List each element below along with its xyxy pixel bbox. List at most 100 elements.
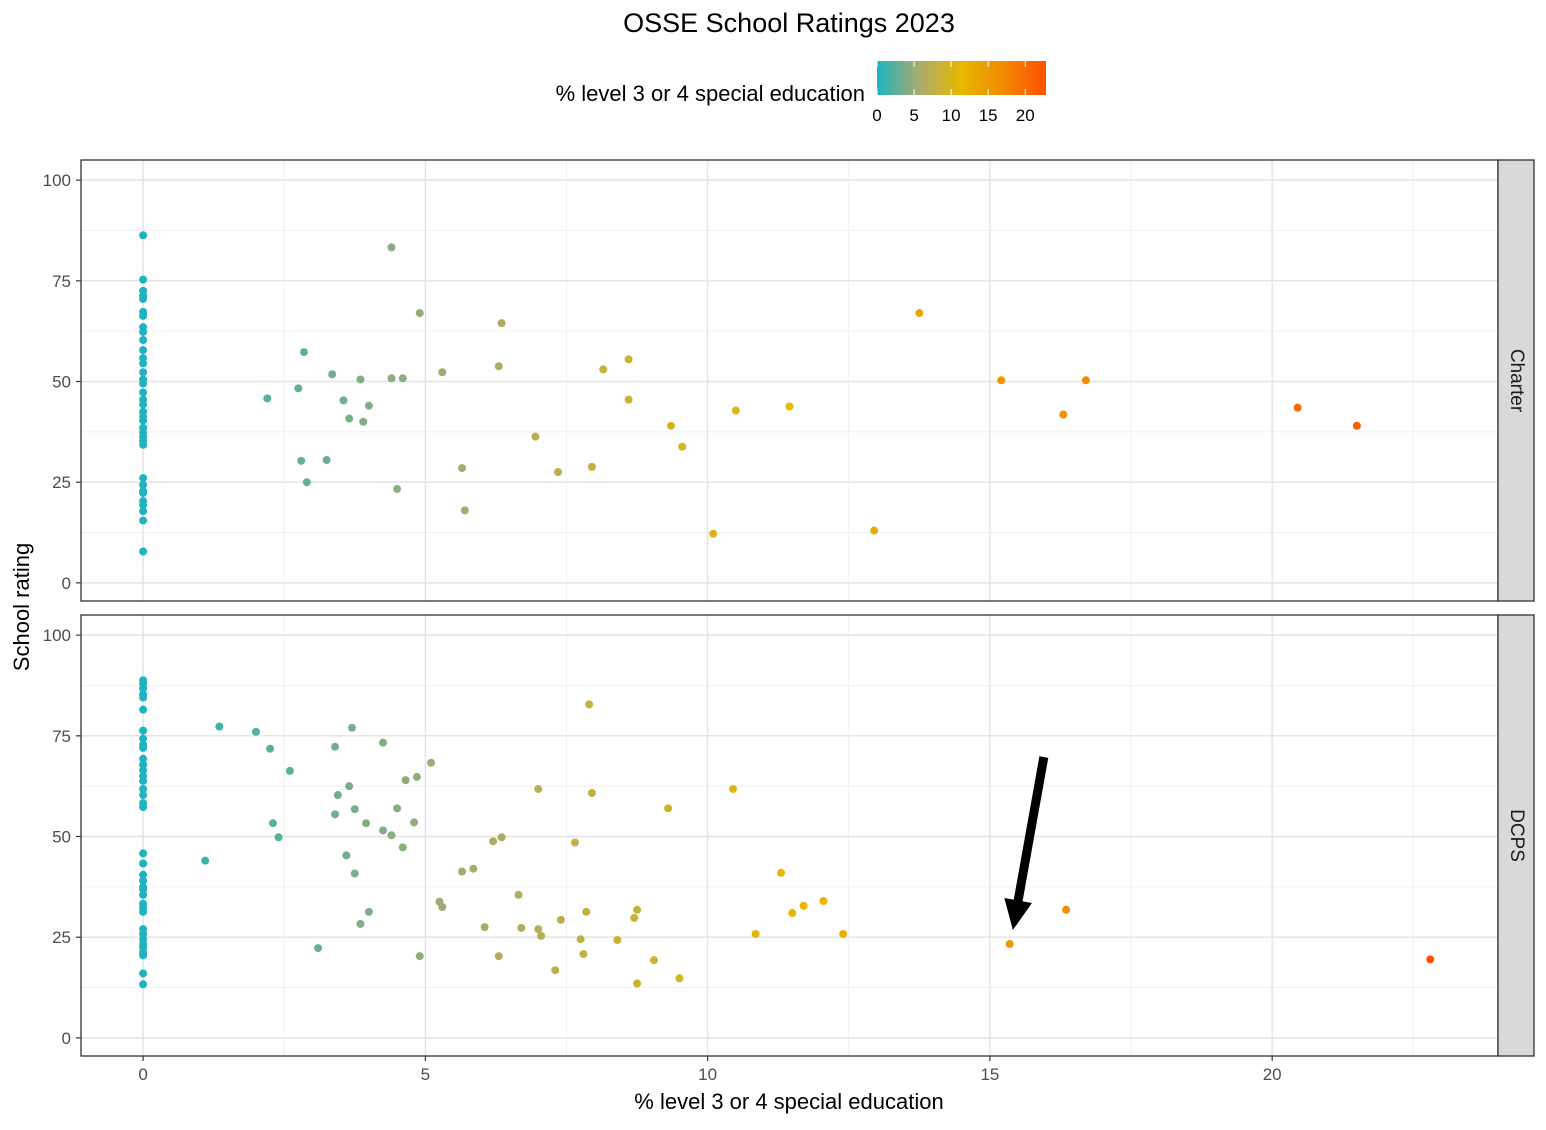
data-point [582, 907, 591, 916]
data-point [297, 456, 306, 465]
data-point [215, 722, 224, 731]
data-point [139, 754, 148, 763]
facet-strip-label: Charter [1506, 349, 1527, 413]
data-point [1081, 376, 1090, 385]
data-point [438, 902, 447, 911]
x-axis-label: % level 3 or 4 special education [634, 1089, 943, 1114]
y-tick-label: 100 [43, 171, 71, 190]
data-point [139, 416, 148, 425]
legend-tick-label: 0 [872, 106, 881, 125]
data-point [393, 804, 402, 813]
y-tick-label: 75 [52, 727, 71, 746]
data-point [139, 388, 148, 397]
x-tick-label: 5 [421, 1065, 430, 1084]
data-point [139, 501, 148, 510]
data-point [350, 869, 359, 878]
legend-ticks: 0 5 10 15 20 [872, 61, 1035, 125]
data-point [788, 909, 797, 918]
data-point [294, 384, 303, 393]
data-point [364, 907, 373, 916]
panel-background [81, 160, 1498, 601]
data-point [139, 400, 148, 409]
data-point [345, 414, 354, 423]
data-point [587, 789, 596, 798]
y-tick-label: 50 [52, 828, 71, 847]
x-tick-label: 10 [698, 1065, 717, 1084]
data-point [633, 905, 642, 914]
data-point [359, 417, 368, 426]
data-point [342, 851, 351, 860]
data-point [678, 442, 687, 451]
data-point [139, 907, 148, 916]
data-point [139, 311, 148, 320]
y-tick-label: 25 [52, 473, 71, 492]
data-point [268, 819, 277, 828]
data-point [415, 952, 424, 961]
data-point [587, 462, 596, 471]
data-point [401, 776, 410, 785]
data-point [322, 456, 331, 465]
data-point [331, 810, 340, 819]
data-point [139, 890, 148, 899]
y-axis-label: School rating [9, 543, 34, 671]
data-point [314, 944, 323, 953]
data-point [139, 379, 148, 388]
y-tick-label: 0 [62, 574, 71, 593]
chart-title: OSSE School Ratings 2023 [623, 8, 955, 38]
data-point [494, 362, 503, 371]
data-point [819, 896, 828, 905]
data-point [458, 867, 467, 876]
panel-charter: 0 25 50 75 100 Charter [43, 159, 1535, 602]
y-tick-label: 75 [52, 272, 71, 291]
facet-strip [1497, 159, 1535, 602]
y-tick-label: 0 [62, 1029, 71, 1048]
x-tick-label: 15 [980, 1065, 999, 1084]
data-point [139, 743, 148, 752]
data-point [497, 833, 506, 842]
data-point [299, 348, 308, 357]
data-point [494, 952, 503, 961]
data-point [1059, 410, 1068, 419]
panel-dcps: 0 25 50 75 100 DCPS [43, 614, 1535, 1057]
data-point [613, 936, 622, 945]
data-point [139, 684, 148, 693]
data-point [410, 818, 419, 827]
x-tick-label: 20 [1263, 1065, 1282, 1084]
data-point [266, 744, 275, 753]
data-point [731, 406, 740, 415]
legend-tick-label: 5 [909, 106, 918, 125]
data-point [139, 969, 148, 978]
data-point [362, 819, 371, 828]
legend-tick-label: 15 [979, 106, 998, 125]
data-point [356, 375, 365, 384]
data-point [556, 915, 565, 924]
data-point [729, 784, 738, 793]
data-point [139, 870, 148, 879]
data-point [252, 727, 261, 736]
data-point [579, 950, 588, 959]
data-point [139, 359, 148, 368]
data-point [514, 890, 523, 899]
data-point [412, 772, 421, 781]
data-point [799, 901, 808, 910]
data-point [751, 929, 760, 938]
data-point [139, 784, 148, 793]
legend-tick-label: 10 [942, 106, 961, 125]
data-point [285, 766, 294, 775]
data-point [599, 365, 608, 374]
data-point [537, 931, 546, 940]
data-point [1352, 421, 1361, 430]
data-point [534, 925, 543, 934]
data-point [460, 506, 469, 515]
data-point [139, 734, 148, 743]
data-point [139, 726, 148, 735]
data-point [531, 432, 540, 441]
data-point [839, 929, 848, 938]
data-point [398, 843, 407, 852]
data-point [630, 913, 639, 922]
y-tick-label: 25 [52, 928, 71, 947]
data-point [785, 402, 794, 411]
data-point [328, 370, 337, 379]
